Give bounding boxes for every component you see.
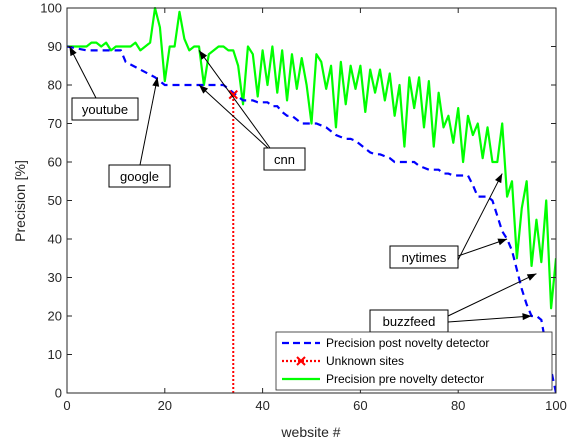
legend-label: Unknown sites	[326, 354, 404, 368]
legend-entry: Precision pre novelty detector	[282, 372, 484, 386]
x-tick-label: 60	[353, 398, 367, 413]
x-axis-title: website #	[280, 424, 340, 440]
y-tick-label: 50	[48, 193, 62, 208]
y-tick-label: 100	[40, 1, 62, 16]
annotation-arrow-head	[69, 46, 77, 57]
x-tick-label: 80	[451, 398, 465, 413]
legend-entry: Unknown sites	[282, 354, 404, 368]
annotation-arrow-head	[497, 238, 508, 246]
annotation-box	[71, 97, 139, 121]
legend-box	[275, 331, 553, 391]
annotation-label: youtube	[82, 102, 128, 117]
series-layer	[67, 7, 556, 394]
annotation-arrow-head	[199, 85, 209, 94]
annotation-cnn: cnn	[198, 50, 306, 171]
annotation-arrow-line	[139, 77, 158, 166]
annotation-arrow-head	[152, 77, 160, 87]
y-tick-label: 10	[48, 347, 62, 362]
annotation-box	[389, 245, 459, 269]
annotation-google: google	[108, 77, 171, 188]
annotation-arrow-head	[494, 173, 503, 184]
axes-layer: 0 20 40 60 80 100 0 10 20 30 40 50 60 70 80 90 100	[40, 1, 567, 414]
annotation-arrow-head	[199, 50, 208, 60]
y-tick-label: 40	[48, 232, 62, 247]
x-tick-label: 0	[63, 398, 70, 413]
annotation-arrow-line	[69, 46, 97, 99]
plot-area	[67, 8, 556, 393]
y-tick-label: 60	[48, 155, 62, 170]
annotation-box	[108, 164, 171, 188]
annotation-label: google	[120, 169, 159, 184]
annotation-layer: youtube google cnn nytimes buzzfeed	[69, 46, 537, 333]
legend: Precision post novelty detector Unknown s…	[275, 331, 553, 391]
x-tick-label: 100	[545, 398, 567, 413]
y-tick-label: 0	[55, 386, 62, 401]
annotation-arrow-line	[198, 84, 269, 149]
series-line-post-novelty	[67, 45, 556, 394]
y-axis-title: Precision [%]	[12, 160, 28, 242]
x-tick-label: 40	[255, 398, 269, 413]
x-tick-label: 20	[158, 398, 172, 413]
annotation-label: nytimes	[402, 250, 447, 265]
y-tick-label: 90	[48, 39, 62, 54]
plot-background	[67, 8, 556, 393]
annotation-nytimes: nytimes	[389, 173, 508, 269]
y-tick-label: 20	[48, 309, 62, 324]
annotation-arrow-head	[522, 313, 532, 321]
unknown-sites-marker-stroke	[228, 89, 238, 100]
series-line-pre-novelty	[67, 7, 556, 310]
annotation-arrow-line	[198, 50, 271, 149]
annotation-arrow-line	[447, 273, 537, 317]
y-tick-label: 70	[48, 116, 62, 131]
y-tick-label: 80	[48, 78, 62, 93]
legend-entry: Precision post novelty detector	[282, 336, 489, 350]
legend-label: Precision pre novelty detector	[326, 372, 484, 386]
annotation-box	[263, 147, 306, 171]
annotation-label: buzzfeed	[383, 314, 436, 329]
legend-marker	[296, 356, 306, 366]
annotation-label: cnn	[274, 152, 295, 167]
annotation-arrow-head	[526, 273, 537, 281]
legend-label: Precision post novelty detector	[326, 336, 489, 350]
unknown-sites-marker	[228, 89, 238, 100]
annotation-arrow-line	[457, 173, 503, 261]
y-tick-label: 30	[48, 270, 62, 285]
annotation-buzzfeed: buzzfeed	[369, 273, 537, 333]
annotation-youtube: youtube	[69, 46, 139, 121]
annotation-arrow-line	[447, 315, 532, 323]
